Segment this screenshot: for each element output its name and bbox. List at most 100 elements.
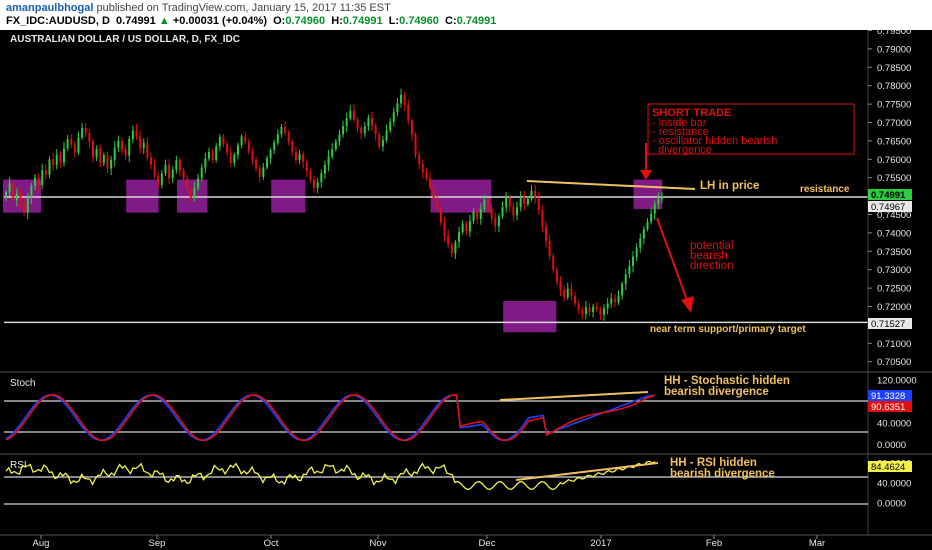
- rsi-tag: [868, 461, 912, 472]
- candle-body: [88, 132, 91, 142]
- consolidation-zone: [176, 179, 208, 213]
- candle-body: [439, 208, 442, 223]
- candle-body: [465, 223, 468, 232]
- potential-line-1: potential: [690, 240, 733, 252]
- candle-body: [566, 288, 569, 298]
- candle-body: [305, 162, 308, 172]
- candle-body: [635, 247, 638, 257]
- candle-body: [418, 154, 421, 164]
- time-axis[interactable]: Aug Sep Oct Nov Dec 2017 Feb Mar: [33, 535, 826, 549]
- candle-body: [255, 160, 258, 169]
- candle-body: [352, 110, 355, 120]
- price-tick-label: 0.73500: [877, 247, 911, 258]
- candle-body: [468, 221, 471, 232]
- candle-body: [81, 128, 84, 138]
- potential-line-3: direction: [690, 260, 733, 272]
- candle-body: [153, 164, 156, 176]
- price-tick-label: 0.71000: [877, 339, 911, 350]
- price-change: +0.00031 (+0.04%): [172, 15, 267, 27]
- candle-body: [146, 142, 149, 158]
- candle-body: [371, 118, 374, 126]
- candle-body: [44, 170, 47, 175]
- price-tick-label: 0.78500: [877, 63, 911, 74]
- candle-body: [577, 303, 580, 311]
- price-tick-label: 0.77500: [877, 100, 911, 111]
- candle-body: [12, 183, 15, 200]
- candle-body: [128, 139, 131, 156]
- candle-body: [563, 289, 566, 298]
- price-tick-label: 0.76500: [877, 136, 911, 147]
- candle-body: [349, 110, 352, 119]
- time-tick-label: Aug: [33, 538, 50, 549]
- publish-line: amanpaulbhogal published on TradingView.…: [6, 2, 391, 14]
- symbol-label[interactable]: FX_IDC:AUDUSD, D: [6, 15, 110, 27]
- candle-body: [345, 118, 348, 127]
- candle-body: [229, 152, 232, 163]
- candle-body: [298, 153, 301, 161]
- candle-body: [313, 179, 316, 189]
- candle-body: [316, 182, 319, 189]
- candle-body: [447, 235, 450, 245]
- rsi-title: RSI: [10, 460, 27, 471]
- candle-body: [164, 164, 167, 174]
- candle-body: [189, 189, 192, 198]
- candle-body: [215, 146, 218, 161]
- candle-body: [519, 196, 522, 208]
- candle-body: [479, 208, 482, 219]
- candle-body: [23, 202, 26, 213]
- candle-body: [284, 126, 287, 133]
- stoch-k-tag-text: 91.3328: [871, 391, 905, 402]
- candles: [5, 88, 663, 321]
- candle-body: [287, 132, 290, 142]
- rsi-pane[interactable]: RSI HH - RSI hidden bearish divergence: [4, 457, 868, 505]
- candle-body: [555, 269, 558, 282]
- candle-body: [149, 157, 152, 165]
- candle-body: [247, 141, 250, 152]
- candle-body: [70, 139, 73, 145]
- short-trade-box: [647, 103, 855, 155]
- candle-body: [400, 94, 403, 104]
- candle-body: [537, 197, 540, 211]
- trading-chart[interactable]: AUSTRALIAN DOLLAR / US DOLLAR, D, FX_IDC…: [0, 30, 932, 550]
- candle-body: [244, 136, 247, 142]
- author-link[interactable]: amanpaulbhogal: [6, 2, 94, 14]
- candle-body: [584, 307, 587, 314]
- candle-body: [613, 298, 616, 303]
- support-price-tag: [868, 318, 912, 329]
- candle-body: [19, 193, 22, 203]
- candle-body: [360, 127, 363, 134]
- support-price-tag-text: 0.71527: [871, 319, 905, 330]
- candle-body: [389, 121, 392, 131]
- candle-body: [110, 160, 113, 169]
- candle-body: [84, 128, 87, 133]
- candle-body: [48, 159, 51, 175]
- close-value: 0.74991: [456, 15, 497, 27]
- candle-body: [592, 306, 595, 313]
- high-label: H:: [331, 15, 343, 27]
- candle-body: [222, 137, 225, 144]
- candle-body: [653, 204, 656, 214]
- candle-body: [436, 199, 439, 209]
- open-label: O:: [273, 15, 286, 27]
- candle-body: [52, 159, 55, 165]
- candle-body: [200, 167, 203, 179]
- candle-body: [443, 222, 446, 236]
- price-tick-label: 0.76000: [877, 155, 911, 166]
- price-tick-label: 0.77000: [877, 118, 911, 129]
- stoch-d-tag-text: 90.6351: [871, 402, 905, 413]
- price-pane[interactable]: AUSTRALIAN DOLLAR / US DOLLAR, D, FX_IDC…: [3, 34, 868, 335]
- stoch-annotation-1: HH - Stochastic hidden: [664, 375, 790, 387]
- candle-body: [621, 283, 624, 296]
- candle-body: [432, 188, 435, 200]
- candle-body: [66, 139, 69, 149]
- candle-body: [414, 134, 417, 155]
- stoch-pane[interactable]: Stoch HH - Stochastic hidden bearish div…: [4, 375, 868, 442]
- price-tick-label: 0.78000: [877, 81, 911, 92]
- candle-body: [407, 104, 410, 121]
- candle-body: [381, 140, 384, 147]
- candle-body: [5, 192, 7, 198]
- stoch-divergence-line: [499, 391, 649, 401]
- support-label: near term support/primary target: [650, 324, 806, 335]
- candle-body: [99, 148, 102, 163]
- published-text: published on TradingView.com, January 15…: [96, 2, 391, 14]
